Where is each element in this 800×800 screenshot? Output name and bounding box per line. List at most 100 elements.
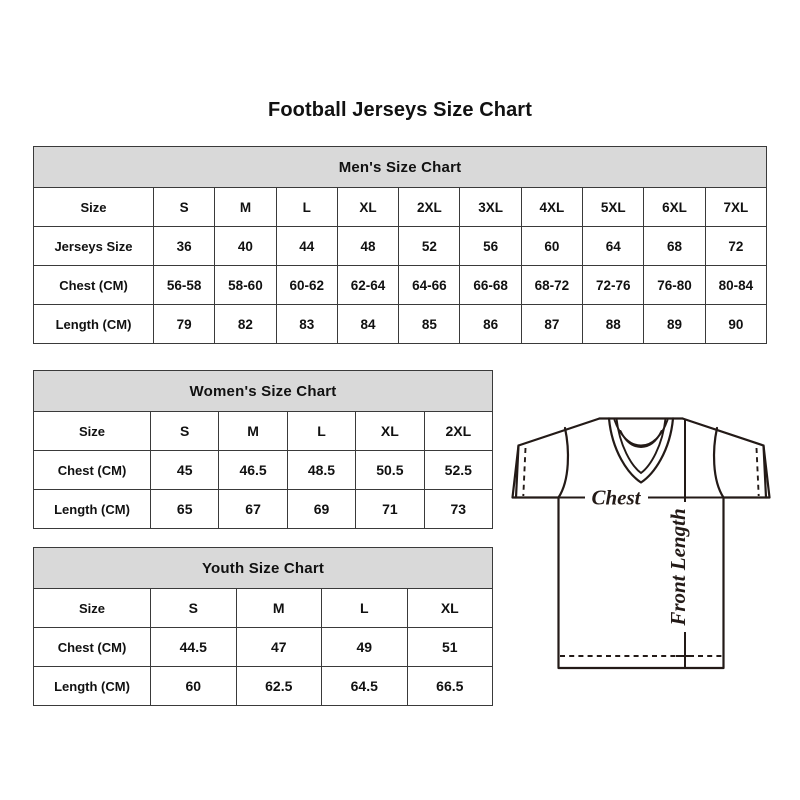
right-sleeve-outline <box>681 417 771 499</box>
womens-chest-m: 46.5 <box>218 450 288 490</box>
collar-rib-arc-1 <box>615 417 667 475</box>
mens-length-2xl: 85 <box>398 304 461 344</box>
mens-length-4xl: 87 <box>520 304 584 344</box>
womens-length-xl: 71 <box>355 489 425 529</box>
mens-chest-3xl: 66-68 <box>459 265 522 305</box>
mens-chest-7xl: 80-84 <box>704 265 768 305</box>
mens-chest-xl: 62-64 <box>336 265 400 305</box>
mens-jerseys-size-2xl: 52 <box>398 226 461 266</box>
womens-length-2xl: 73 <box>423 489 494 529</box>
womens-header-xl: XL <box>355 411 425 451</box>
mens-row-label-jerseys-size: Jerseys Size <box>33 226 154 266</box>
mens-header-6xl: 6XL <box>643 187 706 227</box>
youth-length-s: 60 <box>150 666 237 706</box>
womens-header-2xl: 2XL <box>423 411 494 451</box>
mens-header-l: L <box>275 187 338 227</box>
youth-header-size: Size <box>33 588 151 628</box>
youth-length-xl: 66.5 <box>406 666 494 706</box>
mens-header-3xl: 3XL <box>459 187 522 227</box>
womens-row-label-length: Length (CM) <box>33 489 151 529</box>
mens-length-s: 79 <box>152 304 216 344</box>
page-title: Football Jerseys Size Chart <box>268 99 532 121</box>
youth-header-s: S <box>150 588 237 628</box>
womens-header-row: Size S M L XL 2XL <box>33 411 494 451</box>
right-cuff-edge <box>762 444 768 499</box>
youth-header-m: M <box>235 588 322 628</box>
youth-band-row: Youth Size Chart <box>32 547 494 589</box>
mens-jerseys-size-m: 40 <box>214 226 277 266</box>
mens-chest-2xl: 64-66 <box>398 265 461 305</box>
mens-jerseys-size-s: 36 <box>152 226 216 266</box>
mens-header-2xl: 2XL <box>398 187 461 227</box>
mens-band-row: Men's Size Chart <box>32 146 768 188</box>
youth-row-label-length: Length (CM) <box>33 666 151 706</box>
left-cuff-stitch-dashed <box>522 447 527 497</box>
mens-chest-s: 56-58 <box>152 265 216 305</box>
mens-length-6xl: 89 <box>643 304 706 344</box>
mens-jerseys-size-xl: 48 <box>336 226 400 266</box>
mens-chest-5xl: 72-76 <box>582 265 645 305</box>
womens-chest-2xl: 52.5 <box>423 450 494 490</box>
mens-header-size: Size <box>33 187 154 227</box>
womens-chest-xl: 50.5 <box>355 450 425 490</box>
body-outline <box>557 496 725 670</box>
collar-outer-v <box>607 417 675 484</box>
mens-jerseys-size-3xl: 56 <box>459 226 522 266</box>
youth-header-l: L <box>321 588 408 628</box>
mens-header-5xl: 5XL <box>582 187 645 227</box>
youth-row-label-chest: Chest (CM) <box>33 627 151 667</box>
womens-header-m: M <box>218 411 288 451</box>
mens-chest-l: 60-62 <box>275 265 338 305</box>
right-armhole-seam <box>712 426 725 499</box>
left-cuff-edge <box>514 444 520 499</box>
mens-chart-title: Men's Size Chart <box>32 146 768 188</box>
chest-label: Chest <box>591 486 641 510</box>
youth-chest-l: 49 <box>321 627 408 667</box>
mens-length-l: 83 <box>275 304 338 344</box>
mens-length-xl: 84 <box>336 304 400 344</box>
mens-jerseys-size-7xl: 72 <box>704 226 768 266</box>
mens-length-m: 82 <box>214 304 277 344</box>
mens-size-chart-table: Men's Size Chart Size S M L XL 2XL 3XL 4… <box>32 146 768 344</box>
mens-row-label-length: Length (CM) <box>33 304 154 344</box>
youth-chart-title: Youth Size Chart <box>32 547 494 589</box>
womens-chart-title: Women's Size Chart <box>32 370 494 412</box>
mens-chest-6xl: 76-80 <box>643 265 706 305</box>
mens-chest-4xl: 68-72 <box>520 265 584 305</box>
youth-chest-m: 47 <box>235 627 322 667</box>
left-armhole-seam <box>557 426 570 499</box>
womens-header-s: S <box>149 411 220 451</box>
table-row: Chest (CM) 44.5 47 49 51 <box>33 627 494 667</box>
mens-header-4xl: 4XL <box>520 187 584 227</box>
table-row: Chest (CM) 56-58 58-60 60-62 62-64 64-66… <box>33 265 768 305</box>
mens-jerseys-size-6xl: 68 <box>643 226 706 266</box>
womens-length-l: 69 <box>286 489 357 529</box>
table-row: Jerseys Size 36 40 44 48 52 56 60 64 68 … <box>33 226 768 266</box>
front-length-label: Front Length <box>666 508 690 626</box>
youth-header-xl: XL <box>406 588 494 628</box>
womens-header-l: L <box>286 411 357 451</box>
mens-row-label-chest: Chest (CM) <box>33 265 154 305</box>
womens-size-chart-table: Women's Size Chart Size S M L XL 2XL Che… <box>32 370 494 529</box>
mens-length-5xl: 88 <box>582 304 645 344</box>
mens-header-xl: XL <box>336 187 400 227</box>
mens-jerseys-size-l: 44 <box>275 226 338 266</box>
mens-header-7xl: 7XL <box>704 187 768 227</box>
youth-chest-s: 44.5 <box>150 627 237 667</box>
collar-rib-arc-3 <box>619 430 663 448</box>
mens-length-7xl: 90 <box>704 304 768 344</box>
left-sleeve-outline <box>511 417 601 499</box>
jersey-measurement-diagram: Chest Front Length <box>496 404 786 696</box>
womens-chest-l: 48.5 <box>286 450 357 490</box>
table-row: Length (CM) 79 82 83 84 85 86 87 88 89 9… <box>33 304 768 344</box>
mens-header-m: M <box>214 187 277 227</box>
youth-header-row: Size S M L XL <box>33 588 494 628</box>
mens-chest-m: 58-60 <box>214 265 277 305</box>
youth-length-l: 64.5 <box>321 666 408 706</box>
mens-length-3xl: 86 <box>459 304 522 344</box>
table-row: Length (CM) 60 62.5 64.5 66.5 <box>33 666 494 706</box>
mens-jerseys-size-5xl: 64 <box>582 226 645 266</box>
table-row: Chest (CM) 45 46.5 48.5 50.5 52.5 <box>33 450 494 490</box>
womens-length-s: 65 <box>149 489 220 529</box>
mens-header-s: S <box>152 187 216 227</box>
